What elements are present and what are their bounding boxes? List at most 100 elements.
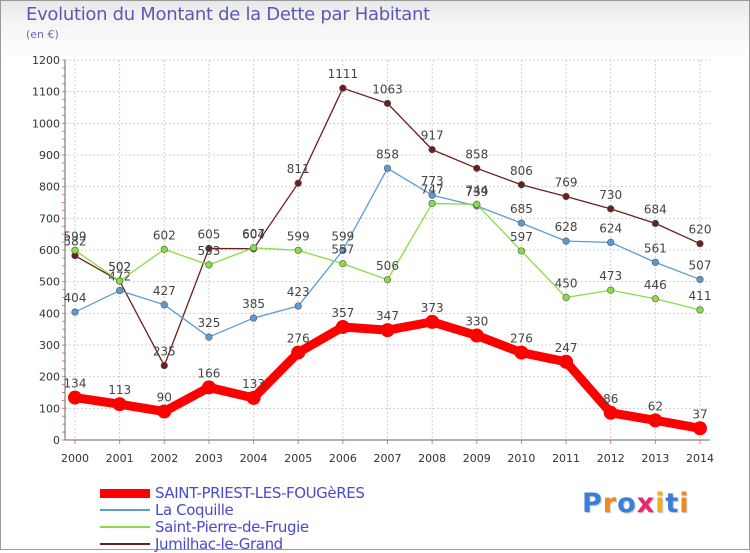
- data-label: 744: [465, 183, 488, 197]
- x-tick-label: 2008: [418, 452, 446, 465]
- data-label: 450: [555, 277, 578, 291]
- y-tick-label: 800: [39, 181, 60, 194]
- data-label: 620: [689, 223, 712, 237]
- data-point: [562, 192, 570, 201]
- data-point: [339, 84, 347, 92]
- data-point: [473, 200, 481, 208]
- x-tick-label: 2014: [686, 452, 714, 465]
- data-point: [517, 181, 526, 189]
- data-point: [693, 421, 707, 436]
- legend-swatch: [100, 509, 150, 511]
- y-tick-label: 1200: [32, 54, 60, 67]
- data-point: [562, 293, 570, 302]
- data-label: 423: [287, 285, 310, 299]
- data-point: [249, 314, 258, 322]
- y-tick-label: 500: [39, 276, 60, 289]
- data-label: 602: [153, 228, 176, 242]
- data-point: [428, 191, 436, 199]
- data-label: 747: [421, 182, 444, 196]
- data-point: [339, 260, 347, 268]
- data-point: [205, 244, 213, 253]
- data-point: [383, 276, 392, 284]
- data-point: [607, 286, 615, 294]
- data-label: 811: [287, 162, 310, 176]
- data-point: [294, 302, 302, 310]
- data-point: [383, 99, 392, 107]
- data-label: 607: [242, 227, 265, 241]
- x-tick-label: 2002: [150, 452, 178, 465]
- data-label: 604: [242, 228, 265, 242]
- data-label: 411: [689, 289, 712, 303]
- y-tick-label: 1100: [32, 86, 60, 99]
- x-tick-label: 2001: [106, 452, 134, 465]
- data-label: 557: [331, 243, 354, 257]
- data-label: 247: [555, 341, 578, 355]
- data-label: 357: [331, 306, 354, 320]
- data-label: 62: [648, 399, 663, 413]
- legend-swatch: [100, 526, 150, 528]
- legend-label: SAINT-PRIEST-LES-FOUGèRES: [155, 484, 365, 502]
- data-point: [116, 286, 124, 295]
- x-tick-label: 2009: [463, 452, 491, 465]
- legend-label: La Coquille: [155, 501, 234, 519]
- data-label: 599: [64, 229, 87, 243]
- y-tick-label: 700: [39, 212, 60, 225]
- data-label: 427: [153, 284, 176, 298]
- data-label: 446: [644, 278, 667, 292]
- legend-label: Saint-Pierre-de-Frugie: [155, 518, 309, 536]
- data-label: 624: [599, 221, 622, 235]
- data-label: 507: [689, 258, 712, 272]
- x-tick-label: 2000: [61, 452, 89, 465]
- data-label: 769: [555, 175, 578, 189]
- data-point: [383, 164, 392, 172]
- data-point: [116, 277, 124, 285]
- data-label: 113: [108, 383, 131, 397]
- data-point: [339, 246, 347, 254]
- data-label: 506: [376, 259, 399, 273]
- data-point: [517, 247, 526, 255]
- data-label: 806: [510, 164, 533, 178]
- data-label: 235: [153, 345, 176, 359]
- data-label: 917: [421, 129, 444, 143]
- x-tick-label: 2006: [329, 452, 357, 465]
- data-label: 472: [108, 270, 131, 284]
- data-point: [428, 199, 436, 208]
- y-tick-label: 1000: [32, 117, 60, 130]
- data-point: [696, 240, 704, 248]
- data-point: [651, 258, 659, 266]
- x-tick-label: 2011: [552, 452, 580, 465]
- x-tick-label: 2005: [284, 452, 312, 465]
- data-point: [246, 390, 261, 405]
- data-point: [651, 219, 659, 227]
- x-tick-label: 2004: [240, 452, 268, 465]
- x-tick-label: 2007: [374, 452, 402, 465]
- data-label: 134: [64, 377, 87, 391]
- data-point: [335, 319, 350, 334]
- data-label: 553: [197, 244, 220, 258]
- data-point: [71, 246, 79, 254]
- data-point: [648, 413, 663, 428]
- data-point: [473, 164, 481, 172]
- data-point: [249, 244, 258, 252]
- data-label: 502: [108, 260, 131, 274]
- data-label: 404: [64, 291, 87, 305]
- data-label: 599: [287, 229, 310, 243]
- data-point: [160, 301, 168, 309]
- data-point: [68, 390, 82, 405]
- data-point: [607, 238, 615, 246]
- data-label: 1111: [328, 67, 359, 81]
- x-tick-label: 2003: [195, 452, 223, 465]
- data-point: [607, 205, 615, 213]
- legend-label: Jumilhac-le-Grand: [155, 535, 283, 553]
- data-point: [380, 323, 395, 338]
- data-point: [205, 261, 213, 269]
- data-label: 133: [242, 377, 265, 391]
- x-tick-label: 2012: [597, 452, 625, 465]
- data-label: 597: [510, 230, 533, 244]
- x-tick-label: 2013: [641, 452, 669, 465]
- y-tick-label: 0: [53, 434, 60, 447]
- y-tick-label: 300: [39, 339, 60, 352]
- legend-swatch: [100, 488, 150, 498]
- data-point: [428, 146, 436, 154]
- data-point: [696, 306, 704, 314]
